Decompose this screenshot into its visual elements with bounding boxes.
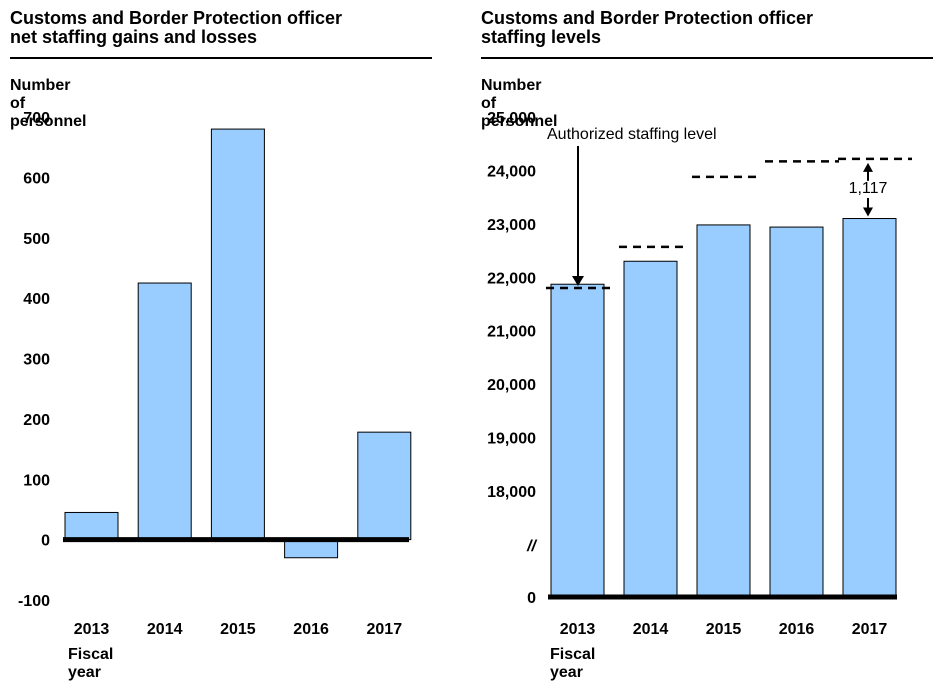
right-bar (842, 218, 897, 598)
right-y-tick-label: 18,000 (487, 484, 536, 501)
left-x-tick-label: 2016 (293, 621, 329, 638)
right-x-tick-label: 2017 (852, 621, 888, 638)
left-y-axis-label: Number of personnel (10, 77, 87, 130)
left-y-tick-label: 700 (23, 110, 50, 127)
left-title-rule (10, 57, 432, 59)
left-y-tick-label: 500 (23, 231, 50, 248)
right-gap-arrow-up-head (863, 162, 873, 172)
right-y-tick-label: 24,000 (487, 163, 536, 180)
left-bar (64, 511, 119, 541)
left-y-tick-label: 100 (23, 472, 50, 489)
right-y-tick-label: 20,000 (487, 377, 536, 394)
left-y-tick-label: -100 (18, 593, 50, 610)
left-y-tick-label: 400 (23, 291, 50, 308)
left-y-tick-label: 600 (23, 170, 50, 187)
left-x-tick-label: 2017 (367, 621, 403, 638)
left-bar (357, 431, 412, 541)
right-y-tick-label: 21,000 (487, 324, 536, 341)
right-gap-label: 1,117 (849, 180, 888, 197)
right-bar (550, 283, 605, 598)
right-y-tick-label: 25,000 (487, 110, 536, 127)
right-x-tick-label: 2014 (633, 621, 669, 638)
left-x-tick-label: 2013 (74, 621, 110, 638)
right-y-tick-label: 22,000 (487, 270, 536, 287)
left-y-tick-label: 300 (23, 352, 50, 369)
right-y-axis-label: Number of personnel (481, 77, 558, 130)
right-y-tick-label: 0 (527, 590, 536, 607)
right-axis-break-marker: // (526, 538, 537, 555)
right-bar (696, 224, 751, 598)
right-bar (769, 226, 824, 598)
left-x-tick-label: 2015 (220, 621, 256, 638)
right-x-tick-label: 2013 (560, 621, 596, 638)
left-y-tick-label: 200 (23, 412, 50, 429)
right-bar (623, 260, 678, 598)
right-authorized-label: Authorized staffing level (547, 126, 717, 143)
left-x-tick-label: 2014 (147, 621, 183, 638)
left-chart-title: Customs and Border Protection officer ne… (10, 8, 343, 47)
charts-canvas: 700 600 500 400 300 200 100 0 -100 2013 2014 2015 20… (18, 110, 912, 638)
right-y-tick-label: 23,000 (487, 217, 536, 234)
right-x-tick-label: 2016 (779, 621, 815, 638)
right-y-tick-label: 19,000 (487, 431, 536, 448)
right-chart-title: Customs and Border Protection officer st… (481, 8, 814, 47)
right-title-rule (481, 57, 933, 59)
right-gap-arrow-down-head (863, 207, 873, 217)
left-bar (210, 128, 265, 541)
left-y-tick-label: 0 (41, 533, 50, 550)
right-authorized-arrow-head (572, 275, 584, 286)
right-x-tick-label: 2015 (706, 621, 742, 638)
left-bar (284, 539, 339, 559)
left-bar (137, 282, 192, 541)
